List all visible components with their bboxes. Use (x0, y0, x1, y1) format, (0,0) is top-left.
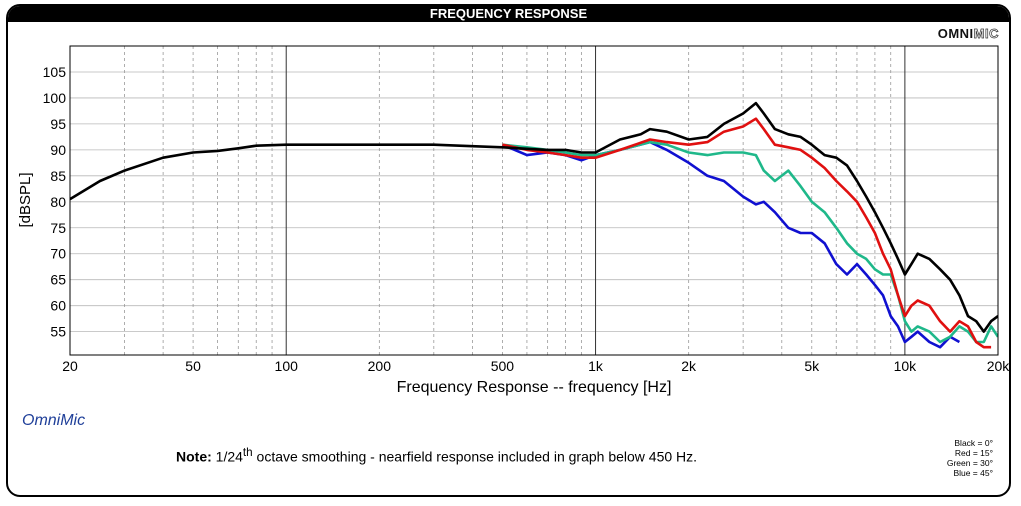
graph-title: FREQUENCY RESPONSE (8, 6, 1009, 22)
y-axis-label: [dBSPL] (17, 172, 34, 227)
plot-border (69, 45, 999, 356)
y-tick-label: 75 (50, 220, 66, 236)
y-tick-label: 80 (50, 194, 66, 210)
x-tick-label: 2k (681, 358, 697, 374)
brand-logo: OMNIMIC (937, 26, 999, 42)
x-tick-label: 100 (275, 358, 299, 374)
y-tick-label: 95 (50, 116, 66, 132)
x-tick-label: 1k (588, 358, 604, 374)
x-axis-label: Frequency Response -- frequency [Hz] (397, 379, 672, 396)
y-tick-label: 60 (50, 298, 66, 314)
y-tick-label: 100 (43, 90, 67, 106)
series-line-black (70, 101, 998, 333)
y-tick-label: 85 (50, 168, 66, 184)
x-tick-label: 10k (894, 358, 918, 374)
brand-logo-main: OMNI (937, 26, 974, 41)
legend-item-15deg: Red = 15° (954, 448, 993, 458)
note-label: Note: (176, 448, 212, 465)
x-tick-label: 20k (987, 358, 1011, 374)
y-tick-label: 55 (50, 324, 66, 340)
x-tick-label: 50 (185, 358, 201, 374)
note-text-post: octave smoothing - nearfield response in… (252, 448, 698, 465)
angle-legend: Black = 0° Red = 15° Green = 30° Blue = … (947, 438, 993, 478)
y-tick-label: 90 (50, 142, 66, 158)
y-tick-label: 65 (50, 272, 66, 288)
x-tick-label: 200 (368, 358, 392, 374)
smoothing-note: Note: 1/24th octave smoothing - nearfiel… (176, 446, 697, 465)
note-superscript: th (242, 446, 253, 459)
x-tick-label: 5k (804, 358, 820, 374)
series-group (70, 101, 998, 349)
legend-item-45deg: Blue = 45° (953, 468, 993, 478)
legend-item-30deg: Green = 30° (946, 458, 993, 468)
plot-area (69, 45, 999, 356)
y-tick-label: 105 (43, 64, 67, 80)
x-tick-label: 500 (491, 358, 515, 374)
app-name: OmniMic (22, 412, 86, 429)
y-tick-label: 70 (50, 246, 66, 262)
brand-logo-outline: MIC (973, 26, 999, 42)
x-tick-label: 20 (62, 358, 78, 374)
note-text-pre: 1/24 (211, 448, 243, 465)
y-tick-labels: 55 60 65 70 75 80 85 90 95 100 105 (43, 64, 67, 340)
legend-item-0deg: Black = 0° (954, 438, 993, 448)
x-tick-labels: 20 50 100 200 500 1k 2k 5k 10k 20k (62, 358, 1010, 374)
series-line-red (502, 117, 992, 349)
grid-lines (69, 46, 999, 355)
